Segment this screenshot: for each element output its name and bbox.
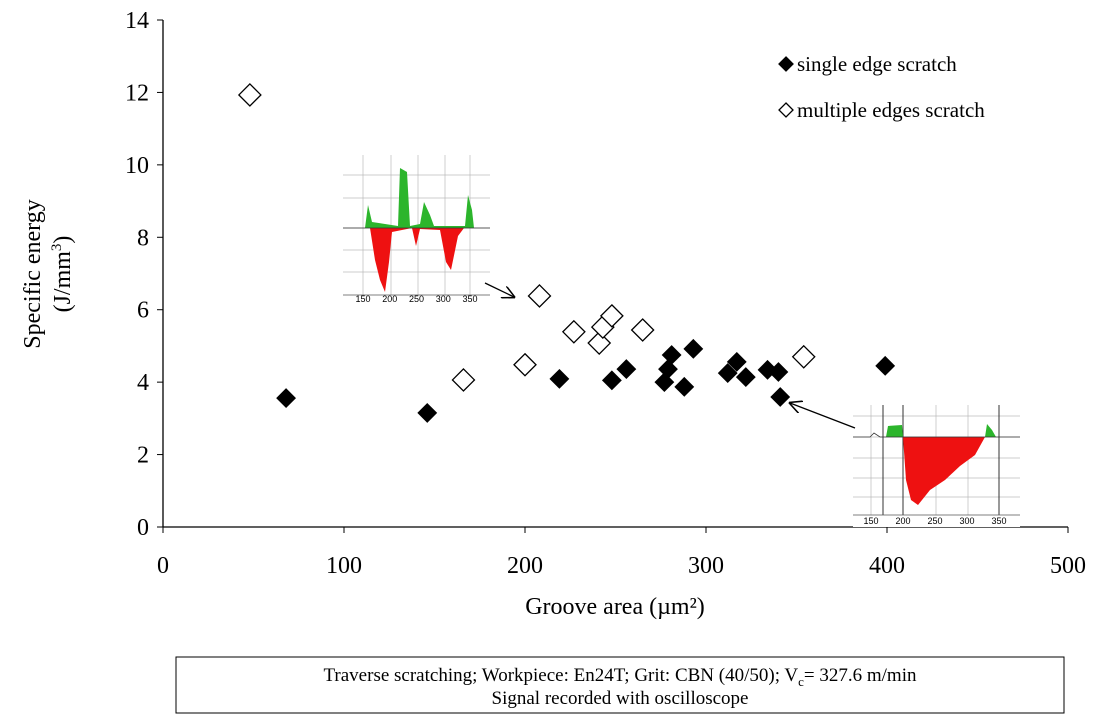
y-tick-label: 10 <box>125 153 149 179</box>
data-point <box>658 359 678 380</box>
data-point <box>599 303 624 328</box>
y-label-unit: (J/mm <box>50 251 76 313</box>
x-tick-label: 100 <box>326 553 362 579</box>
inset-signal-1 <box>343 155 490 305</box>
y-tick-label: 2 <box>137 443 149 469</box>
inset-tick-label: 300 <box>959 516 974 526</box>
inset-tick-label: 150 <box>863 516 878 526</box>
arrow <box>484 282 514 297</box>
data-point <box>549 368 570 389</box>
note-line1: Traverse scratching; Workpiece: En24T; G… <box>323 665 917 689</box>
inset-tick-label: 200 <box>895 516 910 526</box>
data-point <box>237 83 262 107</box>
inset-tick-label: 350 <box>991 516 1006 526</box>
data-point <box>726 351 747 372</box>
inset-tick-label: 350 <box>462 294 477 304</box>
data-point <box>770 387 791 407</box>
data-point <box>616 359 637 380</box>
y-tick-label: 12 <box>125 80 149 106</box>
y-label-sup: 3 <box>49 244 65 252</box>
data-point <box>451 368 476 392</box>
data-point <box>717 363 738 384</box>
data-point <box>674 376 695 397</box>
note-sub: c <box>798 674 804 689</box>
data-point <box>768 362 789 382</box>
y-label-line1: Specific energy <box>20 199 46 349</box>
data-point <box>601 370 622 391</box>
y-tick-label: 4 <box>137 370 149 396</box>
inset-tick-label: 150 <box>355 294 370 304</box>
data-point <box>276 388 296 408</box>
legend-marker <box>778 102 794 118</box>
data-point <box>630 318 655 342</box>
legend-label: single edge scratch <box>797 52 957 76</box>
y-tick-label: 6 <box>137 298 149 324</box>
y-axis-label: Specific energy (J/mm3) <box>20 199 76 349</box>
y-label-end: ) <box>50 236 76 244</box>
x-tick-label: 400 <box>869 553 905 579</box>
inset-tick-label: 250 <box>409 294 424 304</box>
data-point <box>661 345 682 365</box>
legend-label: multiple edges scratch <box>797 98 985 122</box>
y-label-line2: (J/mm3) <box>49 236 76 313</box>
x-tick-label: 500 <box>1050 553 1086 579</box>
x-tick-label: 0 <box>157 553 169 579</box>
data-point <box>513 352 537 377</box>
data-point <box>791 344 816 369</box>
data-point <box>561 319 586 344</box>
data-point <box>527 284 552 308</box>
inset-tick-label: 300 <box>436 294 451 304</box>
note-text: = 327.6 m/min <box>804 665 917 686</box>
legend-marker <box>778 56 794 72</box>
y-tick-label: 0 <box>137 515 149 541</box>
data-point <box>735 367 756 387</box>
x-axis-label: Groove area (µm²) <box>525 594 705 620</box>
data-point <box>587 331 612 355</box>
inset-signal-2 <box>853 405 1020 527</box>
x-tick-label: 300 <box>688 553 724 579</box>
arrow <box>790 403 856 429</box>
data-point <box>875 355 896 376</box>
note-line2: Signal recorded with oscilloscope <box>492 688 749 709</box>
y-tick-label: 14 <box>125 8 149 34</box>
note-text: Traverse scratching; Workpiece: En24T; G… <box>323 665 798 686</box>
inset-tick-label: 200 <box>382 294 397 304</box>
data-point <box>417 403 438 423</box>
y-tick-label: 8 <box>137 225 149 251</box>
data-point <box>683 338 704 359</box>
inset-tick-label: 250 <box>927 516 942 526</box>
note-box <box>175 656 1065 714</box>
x-tick-label: 200 <box>507 553 543 579</box>
